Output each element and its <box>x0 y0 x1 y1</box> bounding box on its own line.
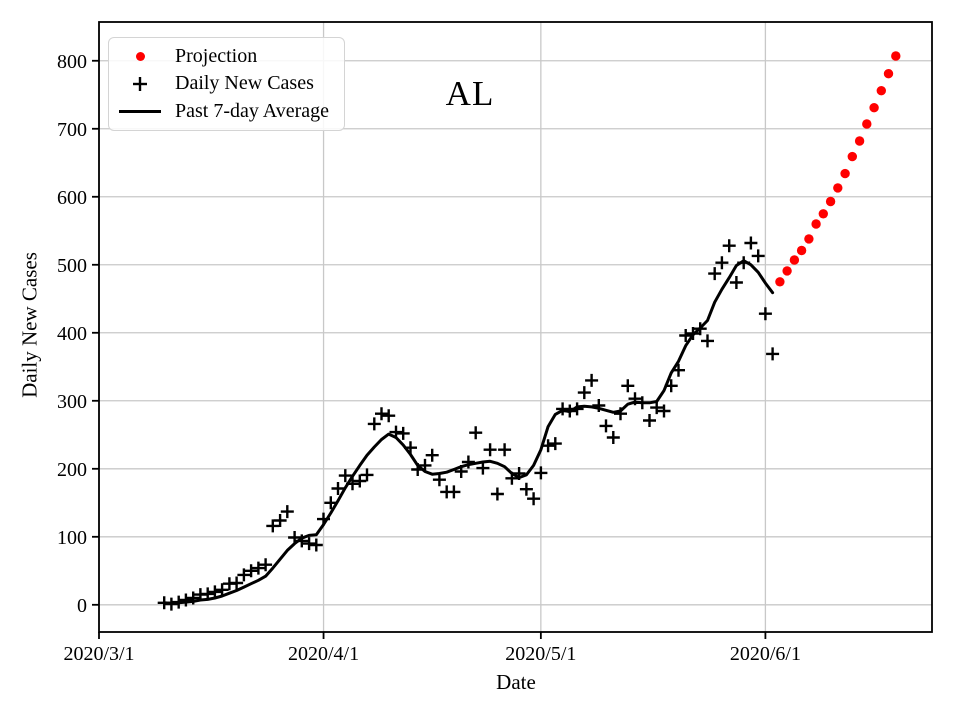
projection-point <box>876 86 886 96</box>
projection-point <box>789 255 800 265</box>
projection-point <box>891 51 901 61</box>
projection-point <box>833 183 843 193</box>
y-tick-label: 700 <box>57 119 87 141</box>
legend-label-past-7day-average: Past 7-day Average <box>175 99 330 122</box>
projection-point <box>847 151 857 162</box>
y-tick-label: 500 <box>57 255 87 277</box>
projection-dot-icon <box>117 52 163 62</box>
y-tick-label: 600 <box>57 187 87 209</box>
legend-item-daily-new-cases: Daily New Cases <box>117 70 340 97</box>
daily-cases-markers <box>157 236 780 611</box>
y-tick-label: 300 <box>57 391 87 413</box>
projection-point <box>811 219 821 229</box>
y-tick-label: 800 <box>57 51 87 73</box>
projection-point <box>796 245 807 256</box>
y-axis-label: Daily New Cases <box>17 252 42 398</box>
x-tick-label: 2020/3/1 <box>63 643 134 665</box>
axes-border <box>98 21 933 633</box>
x-tick-label: 2020/5/1 <box>505 643 576 665</box>
x-axis-label: Date <box>496 670 536 694</box>
chart-title: AL <box>445 74 495 113</box>
plus-marker-icon <box>117 75 163 93</box>
projection-point <box>862 119 872 129</box>
projection-point <box>818 209 828 219</box>
projection-point <box>840 168 850 179</box>
projection-point <box>869 103 879 113</box>
legend-label-daily-new-cases: Daily New Cases <box>175 72 314 95</box>
projection-point <box>825 196 836 207</box>
x-tick-label: 2020/4/1 <box>288 643 359 665</box>
y-tick-label: 0 <box>77 595 87 617</box>
average-line <box>162 259 775 605</box>
projection-point <box>854 136 865 146</box>
legend-label-projection: Projection <box>175 45 258 68</box>
projection-point <box>804 234 814 244</box>
legend: Projection Daily New Cases Past 7-day Av… <box>108 37 345 131</box>
y-tick-label: 200 <box>57 459 87 481</box>
y-tick-label: 100 <box>57 527 87 549</box>
line-sample-icon <box>117 109 163 114</box>
projection-point <box>782 266 792 276</box>
legend-item-projection: Projection <box>117 43 340 70</box>
projection-point <box>883 69 894 79</box>
legend-item-past-7day-average: Past 7-day Average <box>117 98 340 125</box>
x-tick-label: 2020/6/1 <box>730 643 801 665</box>
y-tick-label: 400 <box>57 323 87 345</box>
projection-point <box>775 277 785 287</box>
